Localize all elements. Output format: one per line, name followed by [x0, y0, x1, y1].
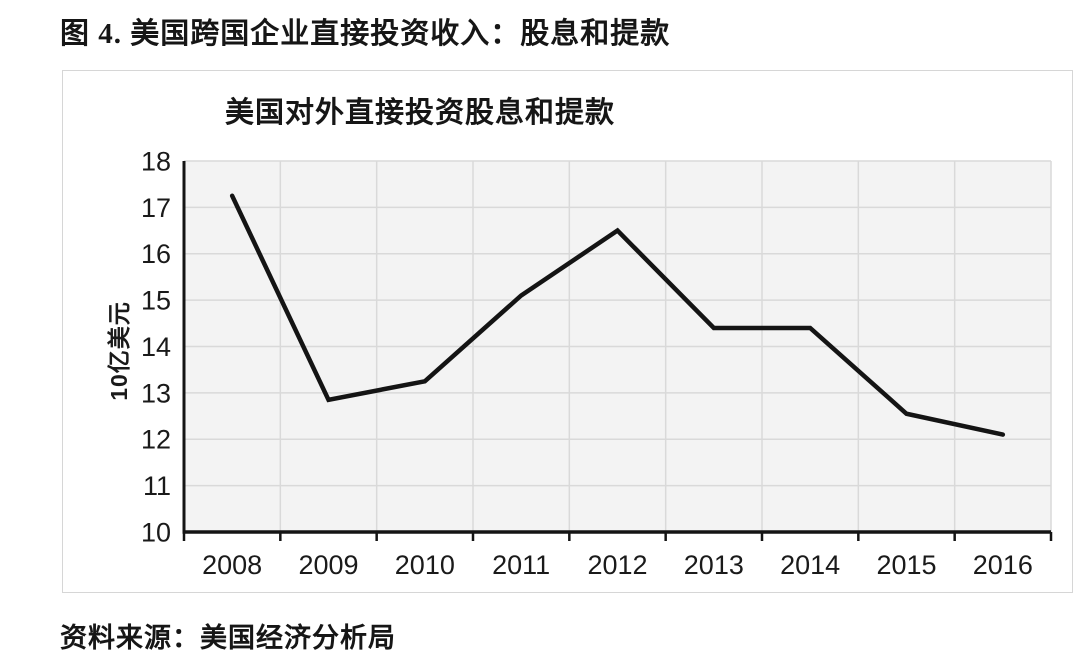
line-chart-canvas: 10 11 12 13 14 15 16 17 18 2008 2009 2010 2011 2012 20… — [141, 146, 1053, 580]
x-tick-label: 2011 — [492, 550, 550, 580]
x-tick-label: 2010 — [395, 550, 455, 580]
y-tick-label: 16 — [141, 239, 171, 269]
x-tick-label: 2013 — [684, 550, 744, 580]
source-note: 资料来源：美国经济分析局 — [60, 623, 396, 653]
y-tick-label: 11 — [143, 471, 171, 501]
y-tick-label: 10 — [141, 517, 171, 547]
x-tick-label: 2014 — [780, 550, 840, 580]
series-line — [229, 193, 1006, 437]
y-tick-label: 12 — [141, 425, 171, 455]
x-tick-label: 2008 — [202, 550, 262, 580]
figure-title: 图 4. 美国跨国企业直接投资收入：股息和提款 — [60, 18, 671, 50]
y-tick-label: 13 — [141, 378, 171, 408]
x-tick-label: 2015 — [876, 550, 936, 580]
y-tick-label: 15 — [141, 286, 171, 316]
x-tick-label: 2016 — [973, 550, 1033, 580]
x-tick-label: 2012 — [587, 550, 647, 580]
y-tick-label: 14 — [141, 332, 171, 362]
chart-title: 美国对外直接投资股息和提款 — [225, 97, 616, 129]
y-tick-label: 17 — [141, 193, 171, 223]
chart-frame: 美国对外直接投资股息和提款 10亿美元 10 11 12 13 14 15 16 17 18 20… — [62, 70, 1073, 593]
y-tick-label: 18 — [141, 146, 171, 176]
x-tick-label: 2009 — [298, 550, 358, 580]
